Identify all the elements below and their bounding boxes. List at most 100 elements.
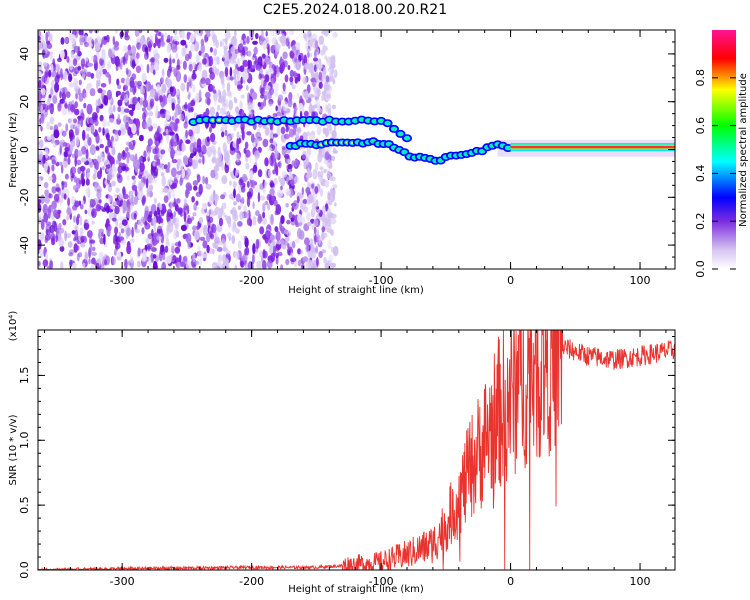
noise-speckle-dot — [122, 199, 127, 211]
noise-speckle-dot — [265, 54, 269, 60]
noise-speckle-dot — [249, 170, 254, 181]
noise-speckle-dot — [78, 92, 84, 102]
noise-speckle-dot — [195, 191, 202, 197]
noise-speckle-dot — [319, 166, 324, 171]
noise-speckle-dot — [90, 198, 93, 205]
noise-speckle-dot — [271, 77, 274, 87]
noise-speckle-dot — [135, 52, 140, 59]
spectrogram-x-ticks: -300 -200 -100 0 100 — [43, 30, 667, 287]
noise-speckle-dot — [226, 82, 231, 93]
noise-speckle-dot — [192, 212, 197, 217]
noise-speckle-dot — [183, 74, 188, 83]
noise-speckle-dot — [276, 126, 281, 137]
noise-speckle-dot — [124, 163, 128, 173]
noise-speckle-dot — [250, 133, 255, 143]
noise-speckle-dot — [44, 237, 49, 244]
noise-speckle-dot — [324, 179, 330, 188]
noise-speckle-dot — [85, 148, 89, 160]
noise-speckle-dot — [202, 155, 205, 165]
noise-speckle-dot — [226, 136, 231, 145]
noise-speckle-dot — [66, 233, 72, 239]
noise-speckle-dot — [247, 59, 251, 70]
noise-speckle-dot — [153, 197, 157, 204]
noise-speckle-dot — [59, 245, 65, 252]
noise-speckle-dot — [295, 59, 302, 71]
noise-speckle-dot — [147, 111, 154, 117]
noise-speckle-dot — [161, 261, 166, 269]
noise-speckle-dot — [169, 57, 172, 68]
noise-speckle-dot — [319, 148, 325, 158]
noise-speckle-dot — [39, 248, 44, 258]
noise-speckle-dot — [266, 159, 269, 166]
noise-speckle-dot — [53, 221, 58, 232]
noise-speckle-dot — [212, 34, 218, 43]
noise-speckle-dot — [288, 171, 293, 178]
noise-speckle-dot — [99, 114, 104, 122]
snr-y-ticks: 0.0 0.5 1.0 1.5 — [18, 335, 675, 579]
noise-speckle-dot — [97, 88, 103, 94]
noise-speckle-dot — [277, 94, 284, 101]
noise-speckle-dot — [120, 127, 126, 136]
noise-speckle-dot — [181, 168, 186, 179]
noise-speckle-dot — [164, 32, 168, 39]
snr-y-multiplier: (x10⁴) — [8, 311, 19, 342]
noise-speckle-dot — [69, 59, 74, 71]
noise-speckle-dot — [89, 239, 96, 244]
upper-tone-blob — [334, 120, 338, 123]
noise-speckle-dot — [264, 74, 270, 83]
noise-speckle-dot — [197, 250, 203, 257]
noise-speckle-dot — [296, 131, 299, 143]
upper-tone-blob — [237, 118, 241, 122]
noise-speckle-dot — [323, 30, 329, 37]
noise-speckle-dot — [288, 30, 295, 36]
noise-speckle-dot — [302, 206, 309, 213]
noise-speckle-dot — [156, 125, 161, 135]
noise-speckle-dot — [182, 256, 188, 266]
noise-speckle-dot — [236, 138, 240, 149]
noise-speckle-dot — [240, 94, 245, 99]
noise-speckle-dot — [262, 260, 267, 269]
noise-speckle-dot — [152, 160, 156, 167]
noise-speckle-dot — [142, 112, 147, 122]
noise-speckle-dot — [282, 51, 288, 60]
noise-speckle-dot — [238, 178, 244, 186]
noise-speckle-dot — [118, 231, 122, 237]
noise-speckle-dot — [233, 188, 236, 199]
noise-speckle-dot — [40, 125, 43, 132]
noise-speckle-dot — [212, 56, 219, 66]
noise-speckle-dot — [180, 224, 187, 232]
noise-speckle-dot — [60, 193, 64, 204]
noise-speckle-dot — [38, 90, 43, 101]
noise-speckle-dot — [203, 58, 207, 65]
noise-speckle-dot — [244, 248, 247, 256]
noise-speckle-dot — [50, 63, 54, 73]
y-tick-label: 0.5 — [18, 496, 31, 514]
noise-speckle-dot — [287, 65, 291, 70]
noise-speckle-dot — [210, 169, 216, 179]
noise-speckle-dot — [50, 80, 55, 89]
noise-speckle-dot — [306, 84, 311, 94]
upper-tone-blob — [301, 118, 305, 122]
noise-speckle-dot — [290, 257, 297, 263]
noise-speckle-dot — [231, 235, 236, 245]
noise-speckle-dot — [145, 237, 150, 244]
noise-speckle-dot — [243, 147, 247, 154]
noise-speckle-dot — [280, 126, 286, 135]
noise-speckle-dot — [156, 158, 161, 166]
noise-speckle-dot — [119, 236, 124, 242]
noise-speckle-dot — [205, 108, 210, 117]
noise-speckle-dot — [73, 176, 78, 183]
noise-speckle-dot — [220, 194, 226, 200]
y-tick-label: -20 — [18, 188, 31, 206]
noise-speckle-dot — [127, 50, 132, 55]
noise-speckle-dot — [48, 193, 53, 199]
noise-speckle-dot — [87, 36, 93, 44]
noise-speckle-dot — [334, 202, 337, 207]
noise-speckle-dot — [315, 87, 320, 94]
noise-speckle-dot — [166, 134, 169, 144]
noise-speckle-dot — [265, 30, 268, 37]
noise-speckle-dot — [265, 231, 269, 238]
noise-speckle-dot — [141, 256, 147, 262]
noise-speckle-dot — [95, 160, 99, 171]
noise-speckle-dot — [152, 123, 158, 129]
